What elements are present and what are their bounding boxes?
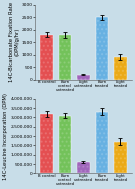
Bar: [77, 162, 90, 174]
Bar: [95, 17, 108, 80]
Y-axis label: 14C-Bicarbonate Fixation Rate
(DPM/g/hr): 14C-Bicarbonate Fixation Rate (DPM/g/hr): [9, 2, 19, 82]
Bar: [114, 57, 127, 80]
Bar: [77, 75, 90, 80]
Bar: [40, 114, 53, 174]
Bar: [40, 35, 53, 80]
Bar: [114, 57, 127, 80]
Bar: [114, 142, 127, 174]
Bar: [40, 35, 53, 80]
Bar: [114, 142, 127, 174]
Bar: [59, 116, 72, 174]
Bar: [95, 17, 108, 80]
Bar: [95, 112, 108, 174]
Bar: [40, 114, 53, 174]
Bar: [59, 35, 72, 80]
Bar: [95, 112, 108, 174]
Bar: [77, 162, 90, 174]
Y-axis label: 14C-Leucine Incorporation (DPM): 14C-Leucine Incorporation (DPM): [4, 93, 9, 180]
Bar: [59, 116, 72, 174]
Bar: [77, 75, 90, 80]
Bar: [59, 35, 72, 80]
